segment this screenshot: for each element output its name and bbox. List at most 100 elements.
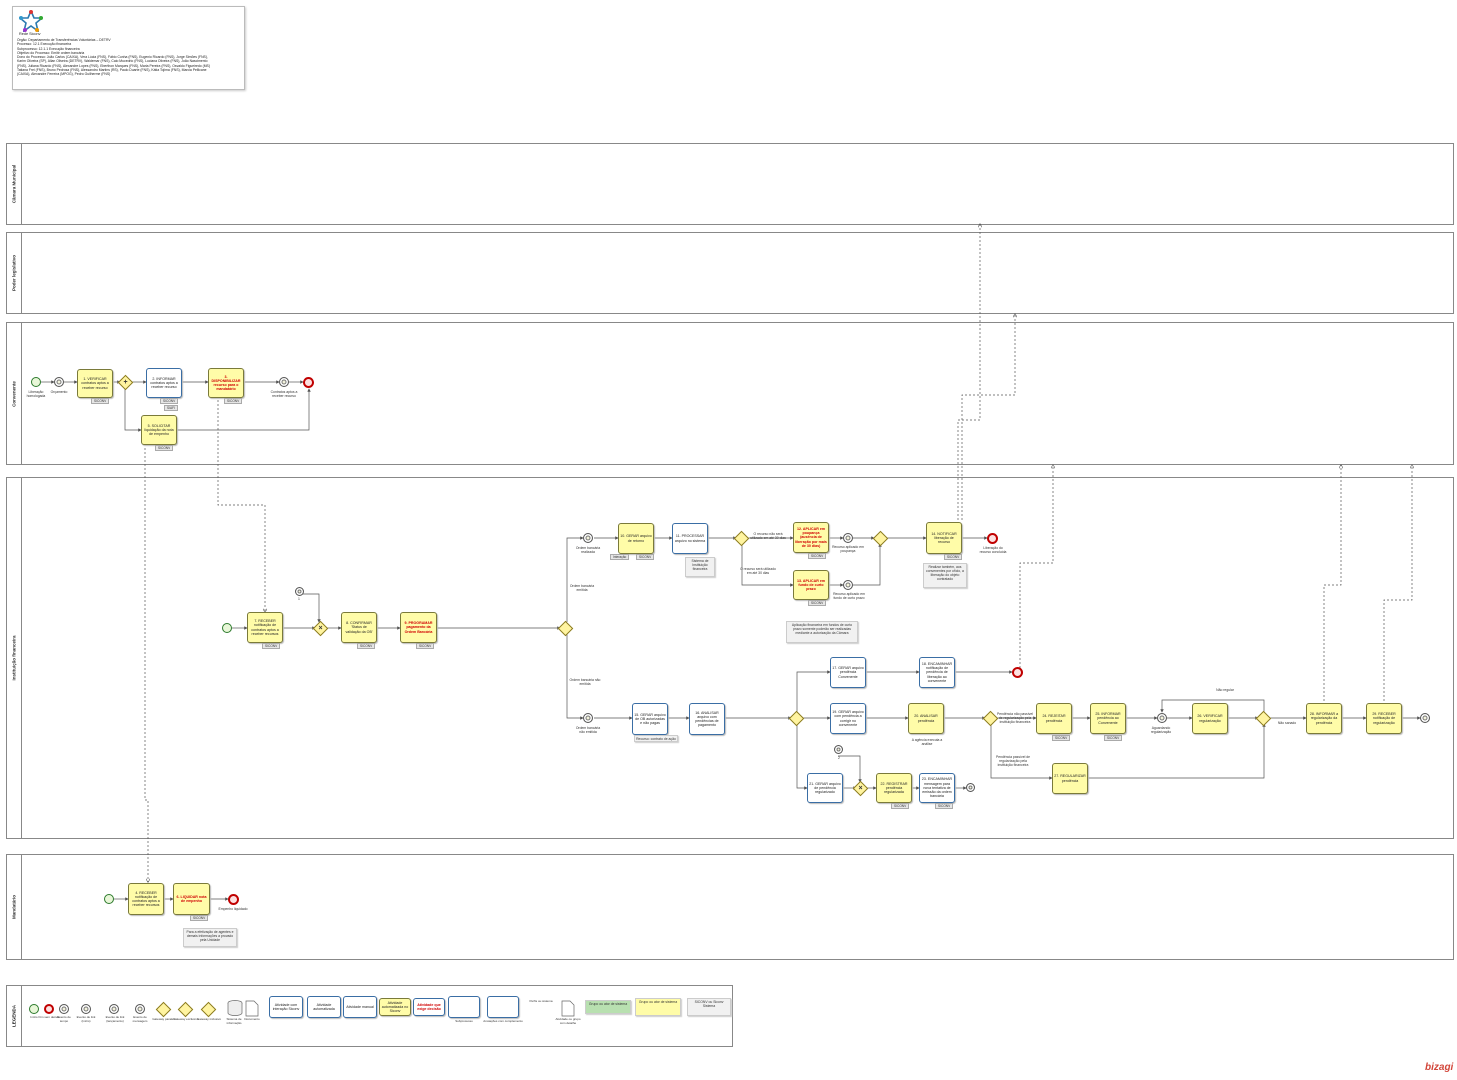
legend-task-yellow: Atividade automatizada no Siconv [379, 998, 411, 1016]
task-tag: SIAFI [164, 405, 178, 411]
intermediate-event-icon [279, 377, 289, 387]
message-event-icon [135, 1004, 145, 1014]
task-2[interactable]: 2. INFORMAR contratos aptos a receber re… [146, 368, 182, 398]
task-10[interactable]: 10. GERAR arquivo de retorno [618, 523, 654, 554]
task-21[interactable]: 21. GERAR arquivo de pendência regulariz… [807, 773, 843, 803]
end-event [987, 533, 998, 544]
task-16[interactable]: 16. ANALISAR arquivo com pendências de p… [689, 703, 725, 735]
legend-task-blue: Atividade manual [343, 996, 377, 1018]
timer-event-icon [54, 377, 64, 387]
task-19[interactable]: 19. GERAR arquivo com pendência a corrig… [830, 703, 866, 734]
header-line: Processo: 12.1 Execução financeira [17, 42, 72, 47]
task-tag: SICONV [891, 803, 910, 809]
start-event [31, 377, 41, 387]
task-tag: SICONV [944, 554, 963, 560]
legend-item: Evento de tempo [57, 1015, 71, 1023]
task-1[interactable]: 1. VERIFICAR contratos aptos a receber r… [77, 369, 113, 398]
end-event [228, 894, 239, 905]
database-icon [227, 1000, 243, 1016]
task-4[interactable]: 4. RECEBER notificação de contratos apto… [128, 883, 164, 915]
task-22[interactable]: 22. REGISTRAR pendência regularizada [876, 773, 912, 803]
task-tag: SICONV [160, 398, 179, 404]
task-25[interactable]: 25. INFORMAR pendência ao Convenente [1090, 703, 1126, 734]
event-label: Ordem bancária realizada [575, 546, 601, 554]
legend-annotation-box [487, 996, 519, 1018]
link-event-icon [834, 745, 843, 754]
task-14[interactable]: 14. NOTIFICAR liberação de recurso [926, 522, 962, 554]
start-event [104, 894, 114, 904]
link-event-icon [81, 1004, 91, 1014]
task-15[interactable]: 15. GERAR arquivo de OB autorizadas e nã… [632, 703, 668, 735]
task-26[interactable]: 26. VERIFICAR regularização [1192, 703, 1228, 734]
legend-item: Atividade ou grupo com detalhe [555, 1017, 581, 1025]
task-7[interactable]: 7. RECEBER notificação de contratos apto… [247, 612, 283, 643]
task-tag: SICONV [808, 553, 827, 559]
task-29[interactable]: 29. RECEBER notificação de regularização [1366, 703, 1402, 734]
parallel-gateway-icon [155, 1001, 172, 1018]
header-lines: Órgão: Departamento de Transferências Vo… [17, 38, 242, 77]
legend-note-green: Grupo ou ator de sistema [585, 1000, 631, 1014]
gateway-label: O recurso será utilizado em até 30 dias [740, 567, 776, 575]
gateway-label: Pendência passível de regularização pela… [995, 755, 1031, 767]
task-17[interactable]: 17. GERAR arquivo pendência Convenente [830, 657, 866, 688]
start-event [222, 623, 232, 633]
task-24[interactable]: 24. REJEITAR pendência [1036, 703, 1072, 734]
gateway-label: Ordem bancária emitida [569, 584, 595, 592]
task-6[interactable]: 6. LIQUIDAR nota de empenho [173, 883, 210, 915]
task-28[interactable]: 28. INFORMAR a regularização da pendênci… [1306, 703, 1342, 734]
gateway-label: Pendência não passível de regularização … [996, 712, 1033, 724]
exclusive-gateway-icon [177, 1001, 194, 1018]
intermediate-event-icon [583, 533, 593, 543]
legend-item: Início [30, 1015, 38, 1019]
rede-siconv-logo-icon [19, 10, 43, 32]
task-11[interactable]: 11. PROCESSAR arquivo no sistema [672, 523, 708, 554]
gateway-label: Ordem bancária não emitida [569, 678, 601, 686]
document-icon [245, 1000, 259, 1017]
legend-note-yellow: Grupo ou ator de sistema [635, 998, 681, 1016]
end-event-icon [44, 1004, 54, 1014]
task-18[interactable]: 18. ENCAMINHAR notificação de pendência … [919, 657, 955, 688]
legend-item: Perfis ou sistema [529, 999, 553, 1003]
header-line: (CAIXA), Alexandre Ferreira (MPOG), Pedr… [17, 72, 111, 77]
legend-title: LEGENDA [11, 1004, 17, 1028]
lane-instituicao-financeira: Instituição financeira [6, 477, 1454, 839]
task-3[interactable]: 3. DISPONIBILIZAR recurso para o mandatá… [208, 368, 244, 398]
task-13[interactable]: 13. APLICAR em fundo de curto prazo [793, 570, 829, 600]
legend-note-gray: SICONV ou Siconv Sistema [687, 998, 731, 1016]
task-tag: SICONV [357, 643, 376, 649]
start-event-icon [29, 1004, 39, 1014]
header-line: Subprocesso: 12.1.1 Execução financeira [17, 46, 80, 51]
header-line: Objetivo do Processo: Emitir ordem bancá… [17, 50, 85, 55]
event-label: Ordem bancária não emitida [575, 726, 601, 734]
event-label: Orçamento [50, 390, 68, 394]
task-9[interactable]: 9. PROGRAMAR pagamento da Ordem Bancária [400, 612, 437, 643]
legend-item: Evento de link (lançamento) [105, 1015, 125, 1023]
legend-task-blue: Atividade automatizada [307, 996, 341, 1018]
header-line: Órgão: Departamento de Transferências Vo… [17, 38, 111, 42]
task-tag: SICONV [935, 803, 954, 809]
link-event-icon [1420, 713, 1430, 723]
timer-event-icon [1157, 713, 1167, 723]
task-5[interactable]: 5. SOLICITAR liquidação da nota de empen… [141, 415, 177, 445]
link-event-icon [966, 783, 975, 792]
link-event-icon [295, 587, 304, 596]
legend-item: Subprocesso [455, 1019, 473, 1023]
task-tag: SICONV [808, 600, 827, 606]
task-23[interactable]: 23. ENCAMINHAR mensagem para nova tentat… [919, 773, 955, 803]
event-label: Recurso aplicado em fundo de curto prazo [833, 592, 865, 600]
task-8[interactable]: 8. CONFIRMAR 'Status de validação da OB' [341, 612, 377, 643]
task-tag: Interação [610, 554, 630, 560]
header-line: Karim Oliveira (SP), Allan Oliveira (DET… [17, 59, 208, 64]
legend-item: Anotações com complemento [483, 1019, 523, 1023]
gateway-label: O recurso não será utilizado em até 30 d… [750, 532, 786, 540]
gateway-label: Não regular [1216, 688, 1234, 692]
task-27[interactable]: 27. REGULARIZAR pendência [1052, 763, 1088, 794]
legend-item: Sistema de informação [226, 1017, 242, 1025]
bizagi-logo: bizagi [1425, 1062, 1454, 1073]
task-12[interactable]: 12. APLICAR em poupança (ausência de lib… [793, 522, 829, 553]
task-tag: SICONV [91, 398, 110, 404]
process-header: Rede Siconv Órgão: Departamento de Trans… [12, 6, 245, 90]
task-20[interactable]: 20. ANALISAR pendência [908, 703, 944, 734]
event-label: Liberação homologada [26, 390, 46, 398]
legend-item: Fim sem desvio [38, 1015, 60, 1019]
